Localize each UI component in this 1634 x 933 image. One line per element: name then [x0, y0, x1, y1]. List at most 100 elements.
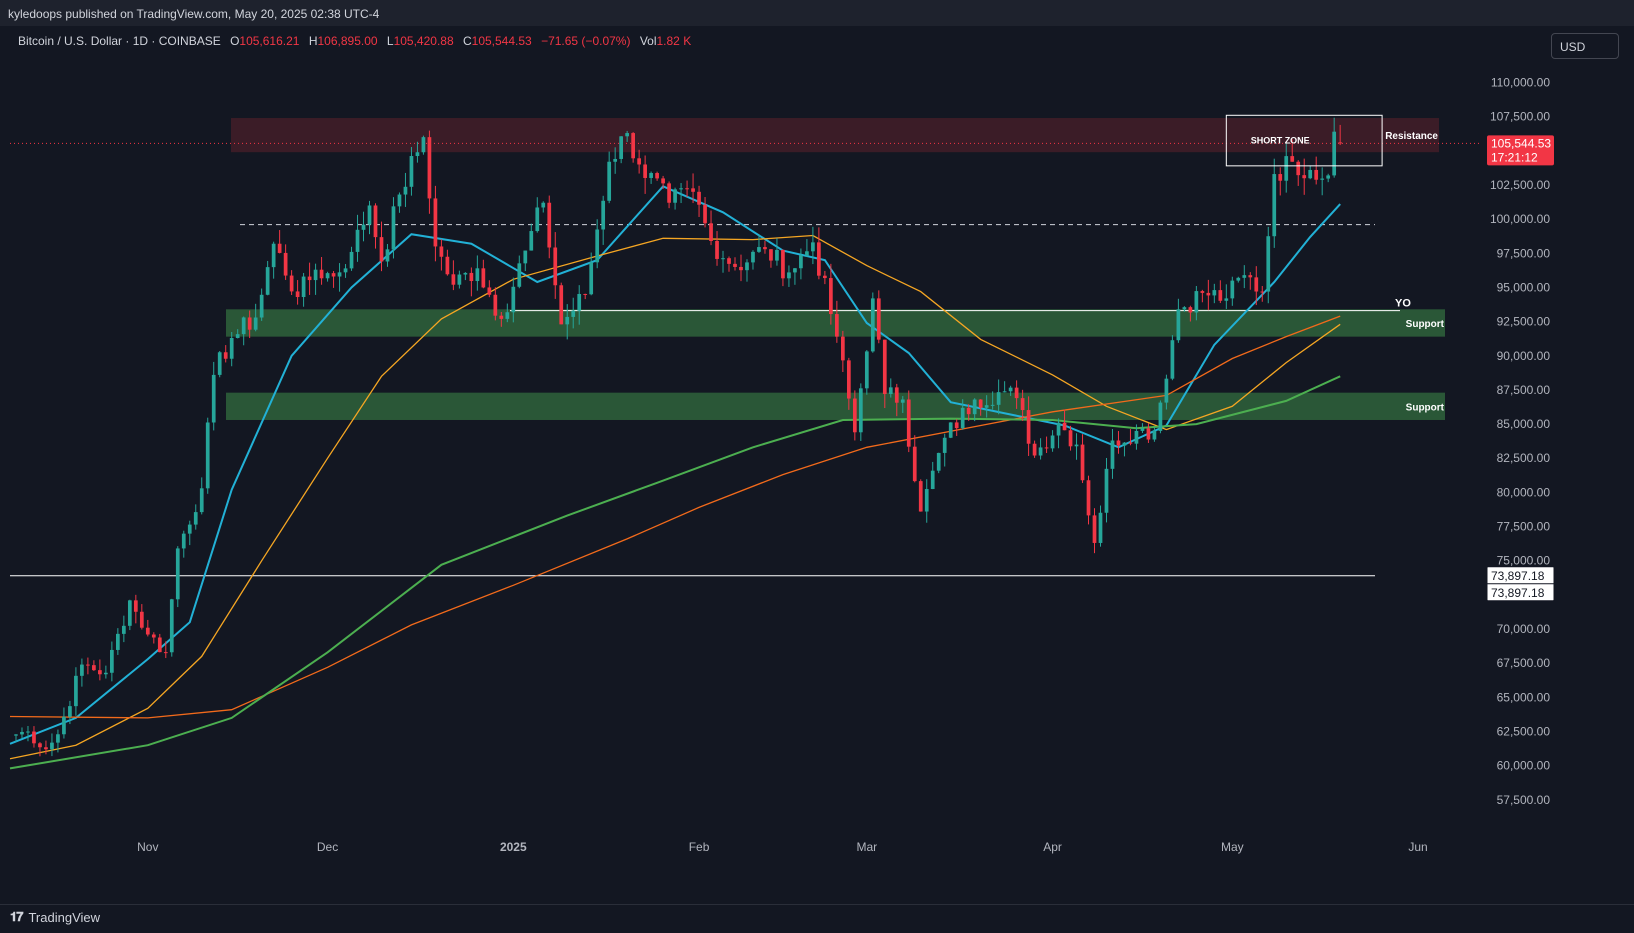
candle-body	[775, 249, 779, 261]
candle-body	[229, 338, 234, 359]
candle-body	[259, 294, 264, 318]
candle-body	[1272, 174, 1277, 237]
candle-body	[817, 242, 821, 276]
candle-body	[661, 178, 665, 184]
candle-body	[936, 452, 941, 471]
candle-body	[894, 387, 899, 403]
candle-body	[139, 611, 144, 628]
candle-body	[295, 291, 300, 298]
high-label: H	[308, 34, 318, 48]
candle-body	[499, 315, 504, 319]
candle-body	[1302, 175, 1307, 179]
moving-average-2	[9, 315, 1341, 719]
candle-body	[211, 374, 216, 423]
candle-body	[26, 731, 30, 733]
candle-body	[223, 352, 228, 359]
candle-body	[1104, 468, 1109, 513]
y-tick-label: 70,000.00	[1497, 622, 1551, 636]
brand-name: TradingView	[28, 909, 101, 925]
candle-body	[1122, 442, 1127, 446]
brand[interactable]: 𝟏𝟕 TradingView	[10, 909, 100, 925]
candle-body	[805, 251, 809, 256]
candle-body	[1092, 515, 1097, 543]
candle-body	[1032, 443, 1037, 456]
candle-body	[145, 627, 150, 635]
candle-body	[104, 672, 108, 675]
candle-body	[175, 548, 180, 600]
candle-body	[415, 152, 420, 157]
candle-body	[625, 133, 630, 137]
candle-body	[301, 276, 306, 298]
candle-body	[972, 399, 977, 415]
yearly-open-label: YO	[1395, 298, 1411, 310]
x-tick-label: Dec	[317, 840, 338, 854]
candle-body	[505, 312, 510, 319]
candle-body	[319, 269, 324, 279]
candle-body	[655, 173, 659, 179]
candle-body	[1128, 442, 1133, 444]
candle-body	[74, 675, 78, 707]
candle-body	[984, 405, 989, 408]
candle-body	[781, 249, 785, 279]
candle-body	[181, 533, 186, 549]
candle-body	[864, 351, 869, 389]
candle-body	[38, 743, 42, 748]
candle-body	[283, 252, 288, 276]
candle-body	[870, 298, 875, 352]
volume-value: 1.82 K	[656, 34, 692, 48]
y-tick-label: 57,500.00	[1497, 793, 1551, 807]
candle-body	[1068, 430, 1073, 447]
candle-body	[751, 251, 755, 263]
candle-body	[763, 247, 767, 250]
candle-body	[1266, 236, 1271, 292]
candle-body	[1260, 291, 1265, 293]
change-value: −71.65 (−0.07%)	[541, 34, 631, 48]
candle-body	[1086, 480, 1091, 516]
candle-body	[379, 237, 384, 262]
candle-body	[1248, 275, 1253, 278]
candle-body	[1158, 402, 1163, 431]
candle-body	[98, 670, 102, 675]
candle-body	[217, 352, 222, 375]
zone-resistance-0	[231, 118, 1439, 153]
moving-average-0	[9, 185, 1341, 745]
candle-body	[1308, 169, 1313, 179]
candle-body	[68, 706, 72, 717]
candle-body	[535, 207, 540, 232]
currency-button[interactable]: USD	[1551, 33, 1619, 59]
candle-body	[44, 747, 48, 750]
candle-body	[1038, 447, 1043, 456]
candle-body	[685, 188, 689, 190]
y-tick-label: 87,500.00	[1497, 383, 1551, 397]
candle-body	[1164, 378, 1169, 403]
zone-support-2	[226, 392, 1445, 420]
candle-body	[769, 249, 773, 261]
candle-body	[637, 158, 641, 165]
y-tick-label: 110,000.00	[1491, 75, 1550, 89]
candle-body	[876, 298, 881, 340]
candle-body	[888, 387, 893, 395]
candle-body	[457, 274, 462, 285]
footer-bar	[0, 904, 1634, 933]
candle-body	[1116, 440, 1121, 446]
candle-body	[727, 258, 731, 264]
candle-body	[954, 422, 959, 429]
open-value: 105,616.21	[239, 34, 300, 48]
tradingview-logo-icon: 𝟏𝟕	[10, 909, 24, 924]
last-price-value: 105,544.53	[1491, 136, 1551, 150]
candle-body	[942, 437, 947, 453]
candle-body	[829, 278, 833, 315]
candle-body	[355, 229, 360, 252]
y-tick-label: 65,000.00	[1497, 690, 1551, 704]
candle-body	[1098, 512, 1103, 543]
y-tick-label: 77,500.00	[1497, 520, 1551, 534]
candle-body	[289, 275, 294, 292]
candle-body	[481, 268, 486, 288]
candle-body	[697, 191, 701, 205]
candle-body	[80, 664, 84, 676]
candle-body	[1056, 422, 1061, 436]
candle-body	[900, 399, 905, 403]
price-chart[interactable]: Resistance Support Support YO SHORT ZONE 57,5…	[0, 0, 1634, 904]
candle-body	[990, 404, 995, 406]
symbol-name[interactable]: Bitcoin / U.S. Dollar · 1D · COINBASE	[18, 34, 221, 48]
